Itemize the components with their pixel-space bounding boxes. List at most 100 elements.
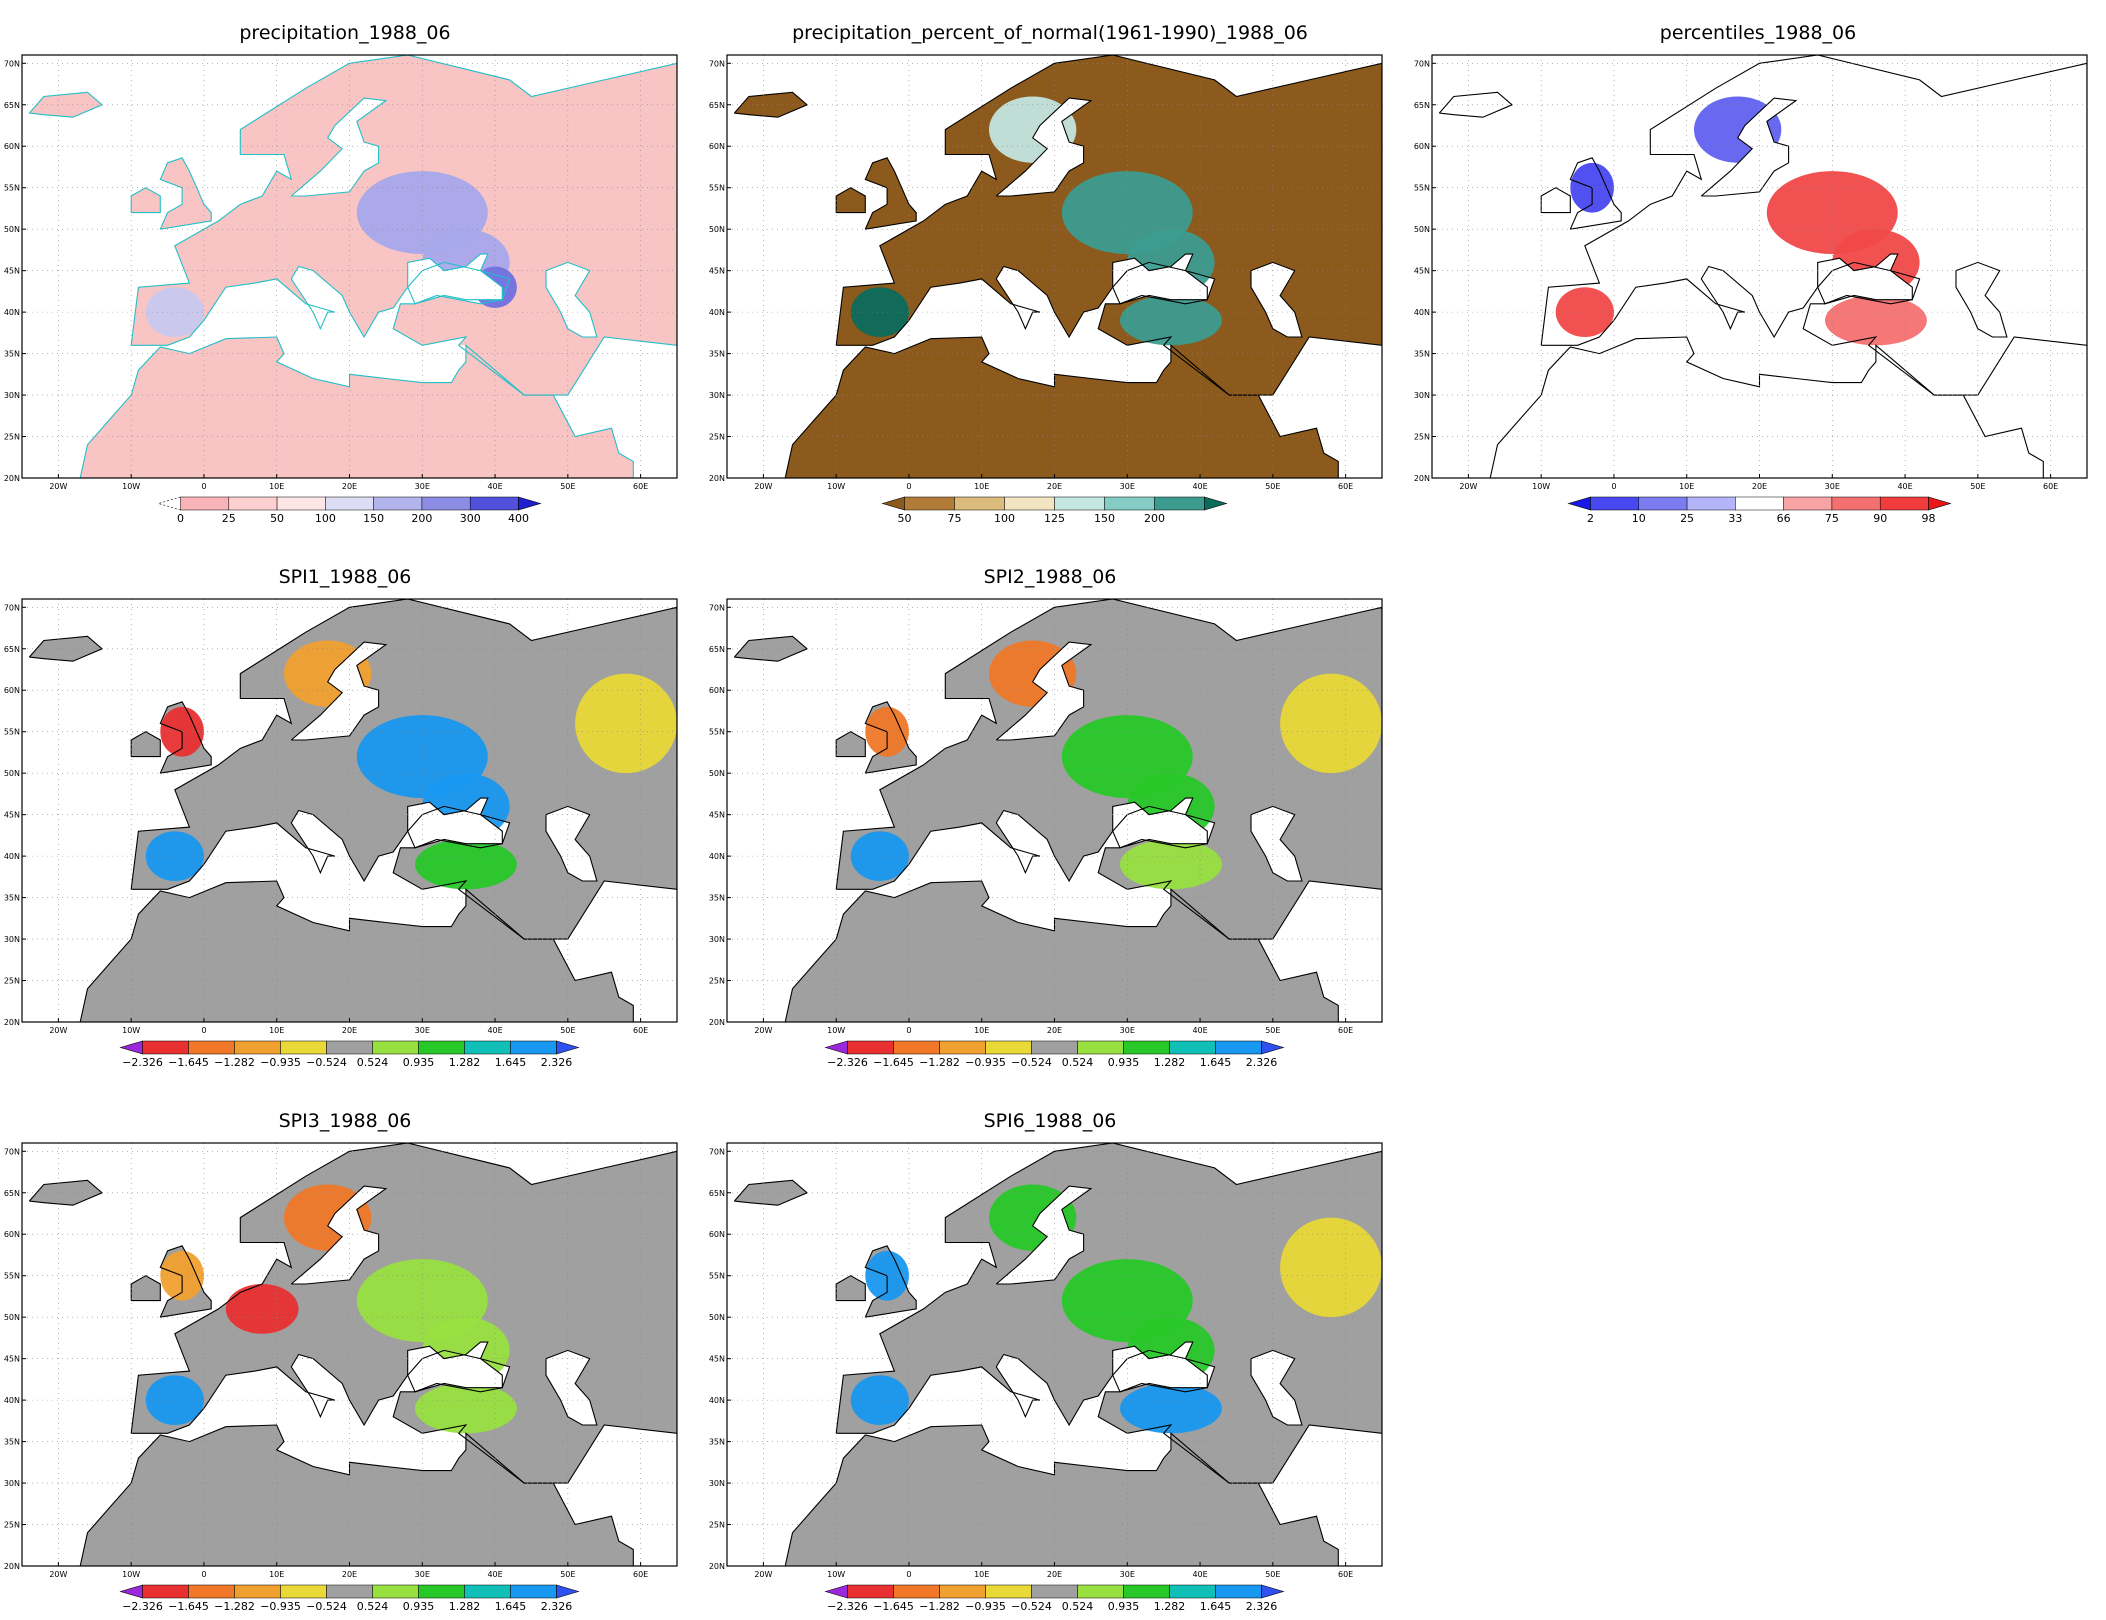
anomaly-region — [850, 287, 909, 337]
coastline — [864, 157, 917, 230]
colorbar-swatch — [939, 1584, 986, 1599]
lat-tick-label: 50N — [709, 769, 725, 778]
lon-tick-label: 10W — [1532, 482, 1550, 491]
lon-tick-label: 0 — [906, 1570, 911, 1579]
colorbar-label: 0.524 — [357, 1056, 389, 1069]
lat-tick-label: 65N — [4, 101, 20, 110]
lon-tick-label: 40E — [1192, 482, 1207, 491]
colorbar-label: 2 — [1587, 512, 1594, 525]
colorbar-label: −2.326 — [827, 1600, 868, 1613]
coastline — [130, 1143, 677, 1484]
lon-tick-label: 60E — [633, 1570, 648, 1579]
lat-tick-label: 65N — [709, 101, 725, 110]
lat-tick-label: 25N — [4, 433, 20, 442]
lat-tick-label: 20N — [4, 1018, 20, 1027]
coastline — [545, 261, 598, 338]
lat-tick-label: 45N — [1414, 267, 1430, 276]
lon-tick-label: 10E — [974, 482, 989, 491]
lat-tick-label: 20N — [4, 474, 20, 483]
map-panel-precipitation: precipitation_1988_06 70N 65N 60N 55N 50N 45N 4… — [0, 22, 690, 542]
coastline — [159, 157, 212, 230]
colorbar-swatch — [372, 1040, 419, 1055]
lat-tick-label: 40N — [709, 852, 725, 861]
lat-tick-label: 50N — [4, 769, 20, 778]
coastline — [864, 1245, 917, 1318]
colorbar-swatch — [985, 1040, 1032, 1055]
colorbar-label: −0.524 — [1011, 1600, 1052, 1613]
colorbar-swatch — [280, 1584, 327, 1599]
anomaly-region — [225, 1284, 299, 1334]
map-figure: 70N 65N 60N 55N 50N 45N 40N 35N 30N 25N 20N 20W 10W 0… — [4, 1142, 678, 1613]
colorbar-swatch — [1123, 1040, 1170, 1055]
coastline — [407, 1341, 503, 1393]
lon-tick-label: 60E — [633, 482, 648, 491]
colorbar-label: −0.524 — [1011, 1056, 1052, 1069]
panel-title: precipitation_percent_of_normal(1961-199… — [792, 22, 1308, 44]
colorbar-swatch — [893, 1584, 940, 1599]
colorbar-swatch — [1123, 1584, 1170, 1599]
map-panel-percent-of-normal: precipitation_percent_of_normal(1961-199… — [705, 22, 1395, 542]
coastline — [79, 336, 634, 478]
map-figure: 70N 65N 60N 55N 50N 45N 40N 35N 30N 25N 20N 20W 10W 0… — [4, 598, 678, 1069]
lon-tick-label: 30E — [415, 1570, 430, 1579]
lon-tick-label: 0 — [201, 482, 206, 491]
colorbar-swatch — [1031, 1040, 1078, 1055]
lat-tick-label: 65N — [709, 1189, 725, 1198]
colorbar: −2.326 −1.645 −1.282 −0.935 −0.524 0.524 0.935… — [119, 1584, 580, 1613]
colorbar-label: −1.282 — [919, 1600, 960, 1613]
colorbar-label: 25 — [1680, 512, 1694, 525]
colorbar-swatch — [939, 1040, 986, 1055]
colorbar-label: 2.326 — [1246, 1056, 1278, 1069]
lon-tick-label: 20W — [49, 482, 67, 491]
colorbar-label: −2.326 — [827, 1056, 868, 1069]
coastline — [1250, 1349, 1303, 1426]
lat-tick-label: 60N — [4, 686, 20, 695]
lon-tick-label: 10W — [827, 1570, 845, 1579]
coastline — [159, 1245, 212, 1318]
lon-tick-label: 10W — [122, 1570, 140, 1579]
panel-title: SPI6_1988_06 — [983, 1110, 1117, 1132]
colorbar-swatch — [1879, 496, 1929, 511]
lon-tick-label: 10E — [974, 1026, 989, 1035]
colorbar-label: 50 — [898, 512, 912, 525]
lon-tick-label: 60E — [2043, 482, 2058, 491]
lat-tick-label: 30N — [4, 391, 20, 400]
colorbar-swatch — [421, 496, 471, 511]
colorbar: −2.326 −1.645 −1.282 −0.935 −0.524 0.524 0.935… — [824, 1040, 1285, 1069]
colorbar: −2.326 −1.645 −1.282 −0.935 −0.524 0.524 0.935… — [824, 1584, 1285, 1613]
anomaly-region — [850, 831, 909, 881]
colorbar-label: 400 — [508, 512, 529, 525]
colorbar: 0 25 50 100 150 200 300 400 — [157, 496, 542, 525]
colorbar-label: −1.282 — [919, 1056, 960, 1069]
lat-tick-label: 25N — [4, 977, 20, 986]
lon-tick-label: 20W — [1459, 482, 1477, 491]
lat-tick-label: 20N — [709, 474, 725, 483]
colorbar-swatch — [372, 1584, 419, 1599]
colorbar-swatch — [373, 496, 423, 511]
colorbar-label: 2.326 — [1246, 1600, 1278, 1613]
panel-title: SPI1_1988_06 — [278, 566, 412, 588]
lat-tick-label: 60N — [709, 1230, 725, 1239]
colorbar-swatch — [1169, 1040, 1216, 1055]
lat-tick-label: 55N — [709, 728, 725, 737]
colorbar-label: 98 — [1922, 512, 1936, 525]
lon-tick-label: 20E — [342, 482, 357, 491]
lat-tick-label: 25N — [709, 977, 725, 986]
anomaly-region — [415, 839, 517, 890]
lat-tick-label: 45N — [4, 267, 20, 276]
lat-tick-label: 70N — [1414, 59, 1430, 68]
lat-tick-label: 55N — [709, 184, 725, 193]
lat-tick-label: 40N — [709, 308, 725, 317]
coastline — [290, 641, 388, 741]
map-panel-spi1: SPI1_1988_06 70N 65N 60N 55N 50N 45N 40N 35N 30N 2… — [0, 566, 690, 1086]
colorbar-label: −0.935 — [260, 1056, 301, 1069]
lat-tick-label: 35N — [709, 1438, 725, 1447]
coastline — [159, 701, 212, 774]
colorbar-label: −1.645 — [873, 1056, 914, 1069]
colorbar-swatch — [1077, 1584, 1124, 1599]
lat-tick-label: 25N — [1414, 433, 1430, 442]
colorbar-swatch — [510, 1040, 557, 1055]
lon-tick-label: 0 — [1611, 482, 1616, 491]
colorbar: 2 10 25 33 66 75 90 98 — [1567, 496, 1952, 525]
colorbar-swatch — [893, 1040, 940, 1055]
